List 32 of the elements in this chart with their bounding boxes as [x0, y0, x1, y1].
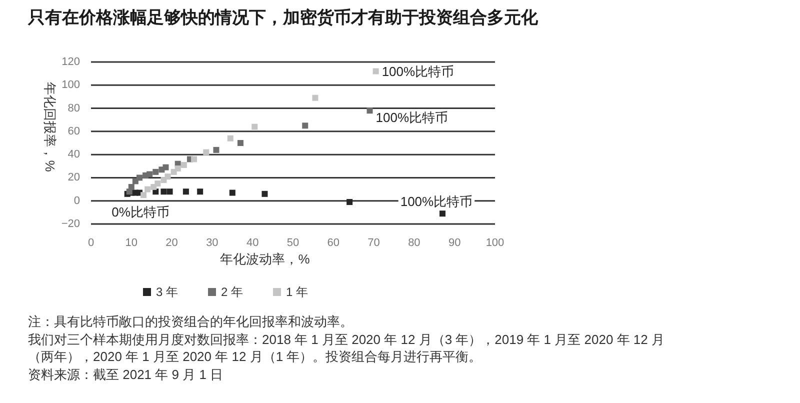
- legend-label: 3 年: [156, 285, 178, 299]
- legend-label: 1 年: [286, 285, 308, 299]
- ytick: 40: [68, 148, 80, 161]
- annotation: 0%比特币: [112, 204, 170, 220]
- ytick: −20: [61, 218, 80, 230]
- ylabel: 年化回报率，%: [42, 82, 58, 172]
- ytick: 100: [62, 79, 80, 92]
- xtick: 30: [206, 237, 218, 249]
- xtick: 10: [125, 237, 138, 249]
- xtick: 40: [246, 237, 259, 249]
- xtick: 50: [286, 237, 300, 249]
- note: 注：具有比特币敞口的投资组合的年化回报率和波动率。: [28, 313, 354, 330]
- ytick: 20: [68, 172, 80, 184]
- title: 只有在价格涨幅足够快的情况下，加密货币才有助于投资组合多元化: [28, 8, 538, 27]
- xtick: 100: [486, 237, 504, 249]
- note: 我们对三个样本期使用月度对数回报率：2018 年 1 月至 2020 年 12 月（3 年），2019 年 1 月至 2020 年 12 月（两年），2020 年 1 月至 2020 年 12 月（1 年）。投资组合每月进行再平衡。: [28, 330, 666, 366]
- xtick: 90: [448, 237, 461, 249]
- ytick: 80: [68, 102, 80, 114]
- note: 资料来源：截至 2021 年 9 月 1 日: [28, 366, 224, 383]
- xtick: 0: [88, 237, 94, 249]
- xtick: 60: [327, 237, 340, 249]
- annotation: 100%比特币: [382, 64, 454, 79]
- annotation: 100%比特币: [400, 194, 473, 210]
- annotation: 100%比特币: [376, 110, 448, 126]
- legend-label: 2 年: [221, 285, 244, 299]
- ytick: 0: [74, 194, 80, 207]
- xlabel: 年化波动率，%: [220, 252, 310, 266]
- ytick: 60: [68, 125, 80, 138]
- xtick: 20: [166, 237, 178, 249]
- xtick: 70: [368, 237, 380, 249]
- xtick: 80: [408, 237, 420, 249]
- ytick: 120: [62, 56, 80, 68]
